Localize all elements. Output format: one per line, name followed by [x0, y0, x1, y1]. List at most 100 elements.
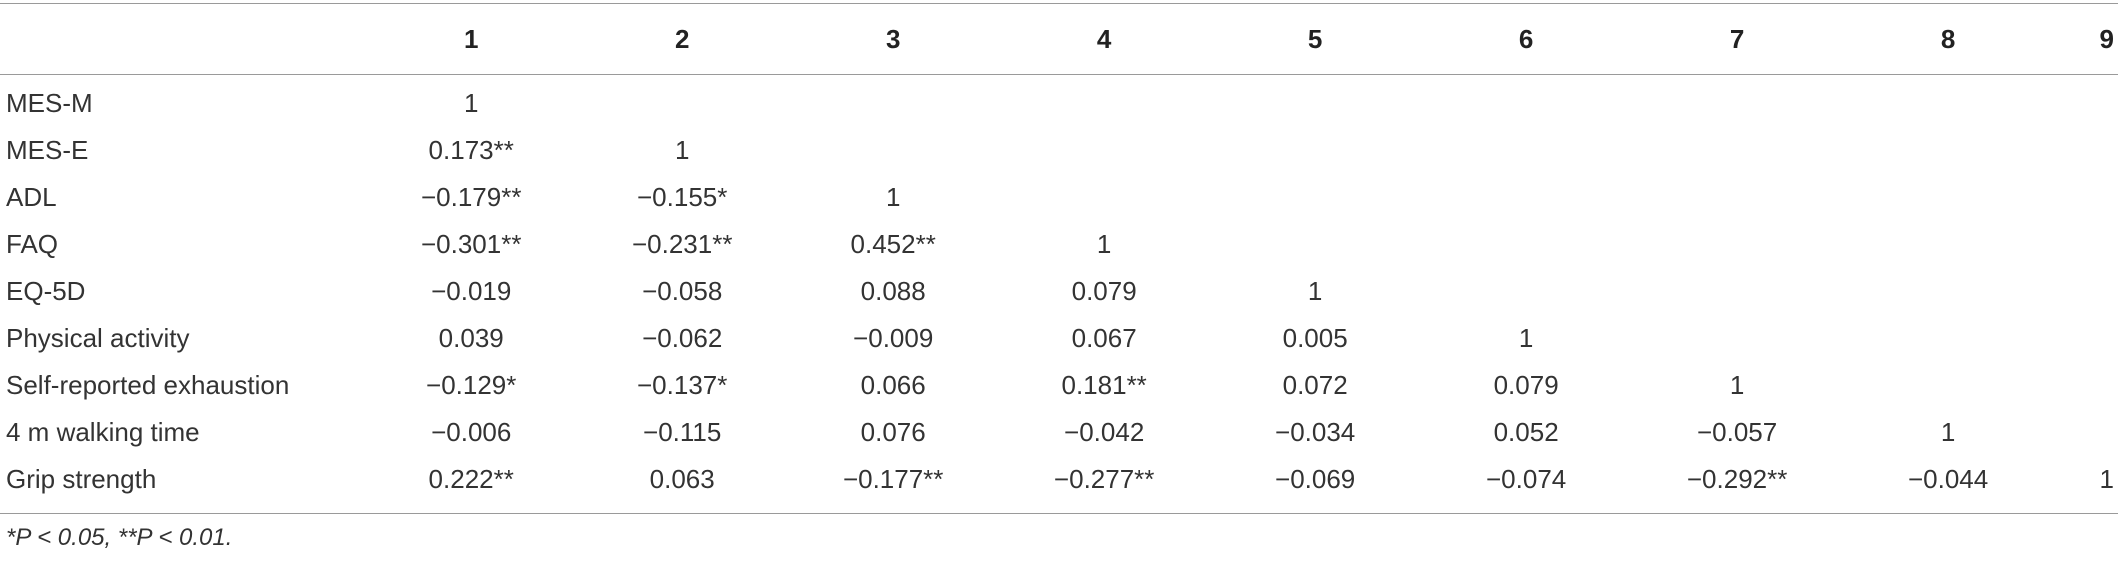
table-cell: 0.222**: [428, 464, 514, 494]
table-cell: 0.072: [1282, 370, 1348, 400]
table-bottom-rule: [0, 513, 2118, 514]
table-cell: [1843, 362, 2054, 409]
table-cell: [1210, 127, 1421, 174]
table-cell: −0.034: [1275, 417, 1356, 447]
table-cell: [788, 127, 999, 174]
row-label: MES-M: [6, 88, 93, 118]
table-cell: −0.301**: [420, 229, 522, 259]
header-cell-3: 3: [885, 23, 901, 54]
table-cell: 0.079: [1493, 370, 1559, 400]
table-cell: [577, 74, 788, 127]
table-top-rule: [0, 3, 2118, 4]
table-cell: 1: [1729, 370, 1745, 400]
table-cell: [2054, 221, 2118, 268]
table-cell: [2054, 409, 2118, 456]
table-cell: 1: [1518, 323, 1534, 353]
table-header-rule: [0, 74, 2118, 75]
row-label: MES-E: [6, 135, 89, 165]
header-cell-label: [0, 4, 366, 74]
table-cell: 0.181**: [1061, 370, 1147, 400]
table-cell: [1632, 221, 1843, 268]
table-cell: 0.173**: [428, 135, 514, 165]
row-label: ADL: [6, 182, 57, 212]
table-cell: [2054, 362, 2118, 409]
header-cell-5: 5: [1307, 23, 1323, 54]
table-cell: 0.452**: [850, 229, 936, 259]
table-cell: −0.277**: [1053, 464, 1155, 494]
table-cell: 1: [674, 135, 690, 165]
table-row: Self-reported exhaustion −0.129* −0.137* 0.…: [0, 362, 2118, 409]
row-label: Grip strength: [6, 464, 157, 494]
table-cell: 0.005: [1282, 323, 1348, 353]
table-cell: 1: [463, 88, 479, 118]
table-row: ADL −0.179** −0.155* 1: [0, 174, 2118, 221]
table-cell: [1843, 268, 2054, 315]
table-cell: −0.009: [853, 323, 934, 353]
table-cell: [1421, 174, 1632, 221]
table-cell: [1843, 221, 2054, 268]
table-cell: −0.057: [1696, 417, 1778, 447]
table-cell: [999, 174, 1210, 221]
table-cell: [999, 127, 1210, 174]
table-cell: −0.129*: [426, 370, 517, 400]
table-cell: −0.177**: [842, 464, 944, 494]
table-row: Grip strength 0.222** 0.063 −0.177** −0.277*…: [0, 456, 2118, 503]
table-cell: [2054, 174, 2118, 221]
header-cell-9: 9: [2099, 23, 2114, 54]
table-body: MES-M 1 MES-E 0.173** 1 ADL −0.179** −0.155* 1 FA…: [0, 74, 2118, 503]
table-cell: [2054, 268, 2118, 315]
table-cell: −0.062: [642, 323, 723, 353]
header-cell-8: 8: [1940, 23, 1956, 54]
table-cell: 0.076: [860, 417, 926, 447]
table-header: 1 2 3 4 5 6 7 8 9: [0, 4, 2118, 74]
table-cell: −0.058: [642, 276, 723, 306]
table-cell: [788, 74, 999, 127]
table-cell: −0.069: [1275, 464, 1356, 494]
row-label: 4 m walking time: [6, 417, 200, 447]
table-row: Physical activity 0.039 −0.062 −0.009 0.067 0…: [0, 315, 2118, 362]
table-cell: −0.044: [1907, 464, 1989, 494]
table-cell: [2054, 127, 2118, 174]
table-cell: −0.137*: [637, 370, 728, 400]
table-cell: −0.155*: [637, 182, 728, 212]
table-cell: 0.052: [1493, 417, 1559, 447]
table-cell: [1843, 74, 2054, 127]
table-cell: [1210, 74, 1421, 127]
table-row: 4 m walking time −0.006 −0.115 0.076 −0.042 −…: [0, 409, 2118, 456]
table-cell: 1: [2099, 464, 2114, 494]
header-cell-2: 2: [674, 23, 690, 54]
table-cell: 1: [885, 182, 901, 212]
table-cell: 1: [1940, 417, 1956, 447]
table-cell: −0.179**: [420, 182, 522, 212]
table-cell: [1421, 221, 1632, 268]
table-row: MES-E 0.173** 1: [0, 127, 2118, 174]
table-cell: [1632, 127, 1843, 174]
table-cell: [1632, 74, 1843, 127]
header-cell-7: 7: [1729, 23, 1745, 54]
table-cell: [1843, 174, 2054, 221]
table-cell: −0.115: [643, 417, 722, 447]
table-cell: [1632, 268, 1843, 315]
header-row: 1 2 3 4 5 6 7 8 9: [0, 4, 2118, 74]
table-cell: [2054, 74, 2118, 127]
table-row: FAQ −0.301** −0.231** 0.452** 1: [0, 221, 2118, 268]
table-cell: 0.079: [1071, 276, 1137, 306]
row-label: Physical activity: [6, 323, 190, 353]
table-cell: [1210, 174, 1421, 221]
table-cell: 0.066: [860, 370, 926, 400]
table-cell: [1843, 315, 2054, 362]
row-label: FAQ: [6, 229, 59, 259]
table-cell: [999, 74, 1210, 127]
table-cell: [1421, 268, 1632, 315]
table-cell: [1632, 315, 1843, 362]
table-cell: −0.019: [431, 276, 512, 306]
table-cell: 0.088: [860, 276, 926, 306]
table-row: MES-M 1: [0, 74, 2118, 127]
row-label: EQ-5D: [6, 276, 86, 306]
table-row: EQ-5D −0.019 −0.058 0.088 0.079 1: [0, 268, 2118, 315]
table-cell: 0.063: [649, 464, 715, 494]
correlation-table: 1 2 3 4 5 6 7 8 9 MES-M 1 MES-E 0.173** 1 ADL −0.179**…: [0, 4, 2118, 503]
table-cell: [2054, 315, 2118, 362]
table-cell: −0.042: [1064, 417, 1145, 447]
header-cell-1: 1: [463, 23, 479, 54]
